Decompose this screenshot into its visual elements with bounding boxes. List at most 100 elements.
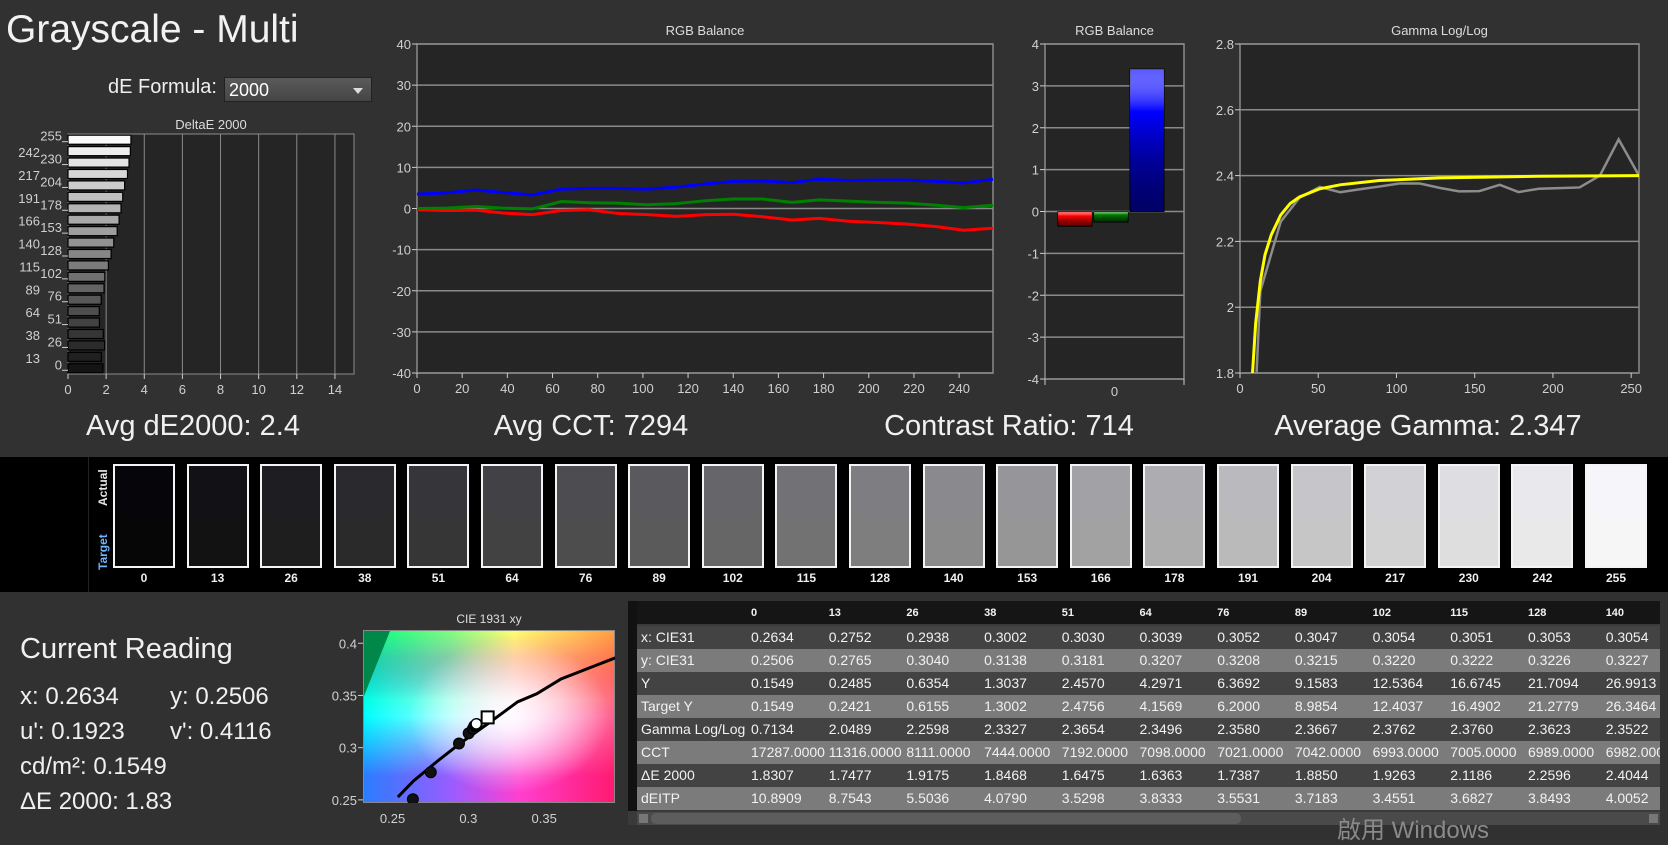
grayscale-swatch <box>1143 464 1206 568</box>
column-header: 89 <box>1294 607 1308 619</box>
target-color <box>777 516 836 566</box>
actual-color <box>1219 466 1277 516</box>
table-cell: 6.3692 <box>1217 675 1261 691</box>
rgb-balance-line <box>416 177 994 197</box>
y-tick-label: 255 <box>40 129 62 144</box>
y-tick-label: 2.2 <box>1216 234 1234 249</box>
swatch-level-label: 255 <box>1605 571 1627 585</box>
table-cell: 26.9913 <box>1605 675 1657 691</box>
table-cell: 2.3762 <box>1372 721 1416 737</box>
y-tick-label: 3 <box>1032 79 1039 94</box>
de-formula-value: 2000 <box>229 80 270 100</box>
contrast-ratio-value: Contrast Ratio: 714 <box>884 410 1134 442</box>
y-tick-label: 0 <box>1032 205 1039 220</box>
plot-area <box>1239 43 1640 374</box>
column-header: 26 <box>906 607 919 619</box>
swatch-level-label: 128 <box>869 571 891 585</box>
x-tick-label: 14 <box>328 382 342 397</box>
y-tick-label: 40 <box>397 37 411 52</box>
windows-activation-watermark: 啟用 Windows <box>1337 817 1490 844</box>
grayscale-swatch <box>554 464 617 568</box>
table-cell: 3.8333 <box>1139 790 1183 806</box>
target-color <box>998 516 1057 566</box>
table-cell: 11316.0000 <box>828 744 902 760</box>
table-cell: 2.3496 <box>1139 721 1183 737</box>
table-row: dEITP 10.8909 8.7543 5.5036 4.0790 3.5298 3.83… <box>637 787 1660 810</box>
grayscale-swatch <box>775 464 838 568</box>
measurement-point <box>424 766 437 779</box>
table-cell: 0.7134 <box>751 721 794 737</box>
table-cell: 2.0489 <box>828 721 872 737</box>
scroll-right-icon[interactable] <box>1649 814 1658 823</box>
y-tick-label: 2.8 <box>1216 37 1234 52</box>
table-cell: 6982.0000 <box>1605 744 1660 760</box>
table-cell: 0.3054 <box>1605 629 1649 645</box>
y-tick-label: 51 <box>48 312 62 327</box>
table-cell: 7444.0000 <box>984 744 1051 760</box>
actual-label: Actual <box>96 469 110 506</box>
grayscale-swatch <box>333 464 396 568</box>
x-tick-label: 0 <box>413 381 420 396</box>
swatch-level-label: 51 <box>431 571 446 585</box>
grayscale-swatch <box>186 464 249 568</box>
table-cell: 6989.0000 <box>1528 744 1595 760</box>
avg-de-value: Avg dE2000: 2.4 <box>86 410 300 442</box>
table-cell: 0.3053 <box>1528 629 1571 645</box>
grayscale-swatch <box>1290 464 1353 568</box>
y-tick-label: 13 <box>26 351 40 366</box>
grayscale-swatch <box>1217 464 1279 568</box>
x-tick-label: 0 <box>1236 381 1243 396</box>
x-tick-label: 2 <box>103 382 110 397</box>
actual-color <box>483 466 541 516</box>
x-tick-label: 220 <box>903 381 925 396</box>
table-cell: 1.3037 <box>984 675 1027 691</box>
table-cell: 8.7543 <box>828 790 872 806</box>
actual-color <box>335 466 394 516</box>
table-cell: 0.3222 <box>1450 652 1494 668</box>
column-header: 140 <box>1605 607 1625 619</box>
table-cell: 0.3051 <box>1450 629 1494 645</box>
y-tick-label: 153 <box>40 220 62 235</box>
y-tick-label: 0.35 <box>332 688 357 703</box>
table-cell: 2.3522 <box>1605 721 1649 737</box>
y-tick-label: 2 <box>1227 300 1234 315</box>
table-cell: 7042.0000 <box>1294 744 1362 760</box>
table-cell: 21.2779 <box>1528 698 1579 714</box>
grayscale-swatch <box>1585 464 1647 568</box>
x-tick-label: 80 <box>590 381 604 396</box>
scrollbar-thumb[interactable] <box>651 813 1241 824</box>
deltae-bar <box>67 134 132 145</box>
table-cell: 1.8850 <box>1294 767 1338 783</box>
deltae-bar <box>67 180 126 191</box>
swatch-level-label: 178 <box>1164 571 1185 585</box>
actual-color <box>262 466 321 516</box>
rgb-balance-line <box>416 208 994 232</box>
y-tick-label: -2 <box>1027 288 1039 303</box>
target-color <box>188 516 247 566</box>
actual-color <box>1145 466 1204 516</box>
target-color <box>262 516 321 566</box>
y-tick-label: 230 <box>40 152 62 167</box>
table-cell: 0.1549 <box>751 698 794 714</box>
measurement-point <box>406 793 419 803</box>
gamma-target-line <box>1251 174 1639 373</box>
table-cell: 3.6827 <box>1450 790 1494 806</box>
horizontal-scrollbar[interactable] <box>637 812 1660 825</box>
swatch-level-label: 0 <box>140 571 148 585</box>
x-tick-label: 10 <box>251 382 265 397</box>
y-tick-label: 20 <box>397 119 411 134</box>
target-whitepoint <box>480 710 495 725</box>
target-color <box>115 516 173 566</box>
y-tick-label: 26 <box>48 334 62 349</box>
scroll-left-icon[interactable] <box>639 814 648 823</box>
row-label: CCT <box>641 744 670 760</box>
table-cell: 12.5364 <box>1372 675 1424 691</box>
table-cell: 2.3760 <box>1450 721 1494 737</box>
y-tick-label: 217 <box>18 168 40 183</box>
swatch-level-label: 26 <box>284 571 298 585</box>
y-tick-label: 30 <box>397 78 411 93</box>
x-tick-label: 240 <box>948 381 970 396</box>
deltae-bar <box>67 340 106 351</box>
de-formula-dropdown[interactable]: 2000 <box>224 77 372 102</box>
table-cell: 0.3002 <box>984 629 1027 645</box>
